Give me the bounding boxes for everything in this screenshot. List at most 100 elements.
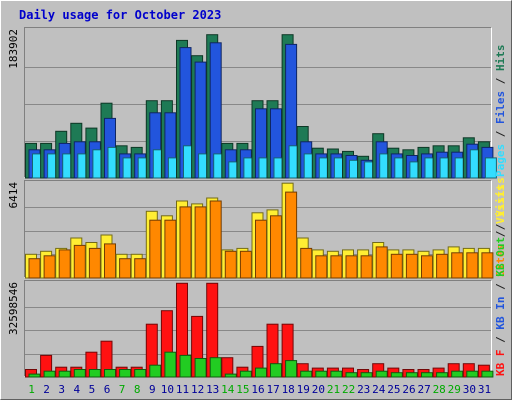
x-tick-label-day-31: 31 — [478, 383, 491, 396]
x-tick-label-day-12: 12 — [191, 383, 204, 396]
x-tick-label-day-7: 7 — [119, 383, 126, 396]
bar-sites-day-5 — [88, 247, 101, 279]
x-tick-label-day-6: 6 — [104, 383, 111, 396]
x-tick-label-day-8: 8 — [134, 383, 141, 396]
bar-sites-day-26 — [405, 253, 418, 279]
x-tick-label-day-21: 21 — [327, 383, 340, 396]
bar-kb-out-day-30 — [466, 370, 479, 378]
bar-sites-day-19 — [300, 247, 313, 279]
bar-kb-out-day-27 — [421, 372, 433, 378]
bar-sites-day-23 — [360, 255, 373, 279]
bar-kb-out-day-23 — [360, 372, 373, 378]
bar-kb-out-day-22 — [345, 372, 358, 378]
x-tick-label-day-13: 13 — [206, 383, 219, 396]
panel-2-legend-part-1: Sites — [494, 244, 507, 277]
panel-2-bevel-dark — [24, 180, 492, 278]
bar-sites-day-2 — [43, 255, 56, 279]
bar-kb-out-day-10 — [164, 351, 177, 378]
x-tick-label-day-24: 24 — [372, 383, 386, 396]
bar-kb-out-day-24 — [375, 370, 388, 378]
x-tick-label-day-5: 5 — [89, 383, 96, 396]
x-tick-label-day-28: 28 — [433, 383, 446, 396]
panel-3-bevel-dark — [24, 280, 492, 377]
panel-2-legend-part-3: Visits — [494, 184, 507, 224]
bar-kb-out-day-9 — [149, 364, 162, 378]
x-tick-label-day-1: 1 — [28, 383, 35, 396]
x-tick-label-day-3: 3 — [58, 383, 65, 396]
panel-3-legend-part-5: KB Out — [494, 237, 507, 277]
x-tick-label-day-16: 16 — [251, 383, 264, 396]
bar-sites-day-27 — [421, 255, 433, 279]
bar-sites-day-4 — [73, 244, 86, 279]
chart-panels: 183902 Pages / Files / Hits 6414 Sites / Vi… — [7, 27, 507, 378]
bar-kb-out-day-4 — [73, 369, 86, 378]
bar-sites-day-12 — [194, 206, 207, 279]
bar-sites-day-3 — [58, 249, 71, 279]
x-tick-label-day-15: 15 — [236, 383, 249, 396]
bar-sites-day-20 — [315, 255, 328, 279]
bar-sites-day-31 — [481, 252, 494, 279]
bar-sites-day-9 — [149, 219, 162, 279]
x-tick-label-day-2: 2 — [43, 383, 50, 396]
x-tick-label-day-25: 25 — [387, 383, 400, 396]
bar-kb-out-day-11 — [179, 354, 192, 378]
panel-1-legend-part-1: Pages — [494, 144, 507, 177]
panel-3-legend-part-1: KB F — [494, 350, 507, 377]
bar-sites-day-8 — [134, 258, 147, 279]
bar-kb-out-day-2 — [43, 370, 56, 378]
panel-3-legend-part-6: / — [494, 217, 507, 237]
bar-kb-out-day-6 — [104, 369, 116, 378]
bar-kb-out-day-1 — [28, 373, 41, 378]
bar-kb-out-day-13 — [209, 357, 222, 378]
bar-kb-out-day-26 — [405, 372, 418, 378]
bar-kb-out-day-16 — [255, 367, 267, 378]
x-tick-label-day-18: 18 — [282, 383, 295, 396]
bar-kb-out-day-28 — [436, 372, 449, 378]
bar-sites-day-30 — [466, 252, 479, 279]
x-tick-label-day-11: 11 — [176, 383, 189, 396]
bar-sites-day-21 — [330, 255, 343, 279]
panel-1-legend-part-3: Files — [494, 91, 507, 124]
bar-kb-out-day-19 — [300, 370, 313, 378]
bar-sites-day-29 — [451, 252, 464, 279]
bar-kb-out-day-18 — [285, 360, 298, 378]
bar-kb-out-day-31 — [481, 370, 494, 378]
x-tick-label-day-26: 26 — [402, 383, 415, 396]
panel-1-bevel-dark — [24, 27, 492, 178]
bar-kb-out-day-17 — [270, 363, 282, 378]
x-tick-label-day-30: 30 — [463, 383, 476, 396]
bar-kb-out-day-5 — [88, 369, 101, 378]
bar-kb-out-day-15 — [239, 370, 252, 378]
x-tick-label-day-9: 9 — [149, 383, 156, 396]
panel-2-legend-label: Sites / Visits — [494, 184, 507, 277]
panel-3-legend-part-2: / — [494, 330, 507, 350]
bar-kb-out-day-3 — [58, 370, 71, 378]
panel-3-legend-part-7: Visits — [494, 177, 507, 217]
bar-sites-day-14 — [224, 250, 237, 279]
panel-1-legend-part-4: / — [494, 71, 507, 91]
bar-sites-day-25 — [390, 253, 403, 279]
x-tick-label-day-10: 10 — [161, 383, 174, 396]
bar-sites-day-13 — [209, 200, 222, 279]
bar-kb-out-day-7 — [119, 369, 132, 378]
bar-kb-out-day-21 — [330, 370, 343, 378]
panel-1-legend-part-5: Hits — [494, 45, 507, 72]
bar-sites-day-7 — [119, 258, 132, 279]
bar-sites-day-28 — [436, 253, 449, 279]
bar-sites-day-11 — [179, 206, 192, 279]
x-tick-label-day-23: 23 — [357, 383, 370, 396]
panel-3-legend-part-3: KB In — [494, 297, 507, 330]
panel-1: 183902 Pages / Files / Hits — [7, 27, 507, 179]
bar-kb-out-day-8 — [134, 369, 147, 378]
bar-sites-day-24 — [375, 246, 388, 279]
x-tick-label-day-14: 14 — [221, 383, 235, 396]
x-tick-label-day-27: 27 — [417, 383, 430, 396]
bar-kb-out-day-20 — [315, 370, 328, 378]
panel-2: 6414 Sites / Visits — [7, 180, 507, 279]
x-tick-label-day-22: 22 — [342, 383, 355, 396]
bar-sites-day-22 — [345, 255, 358, 279]
bar-kb-out-day-12 — [194, 358, 207, 378]
bar-sites-day-1 — [28, 258, 41, 279]
